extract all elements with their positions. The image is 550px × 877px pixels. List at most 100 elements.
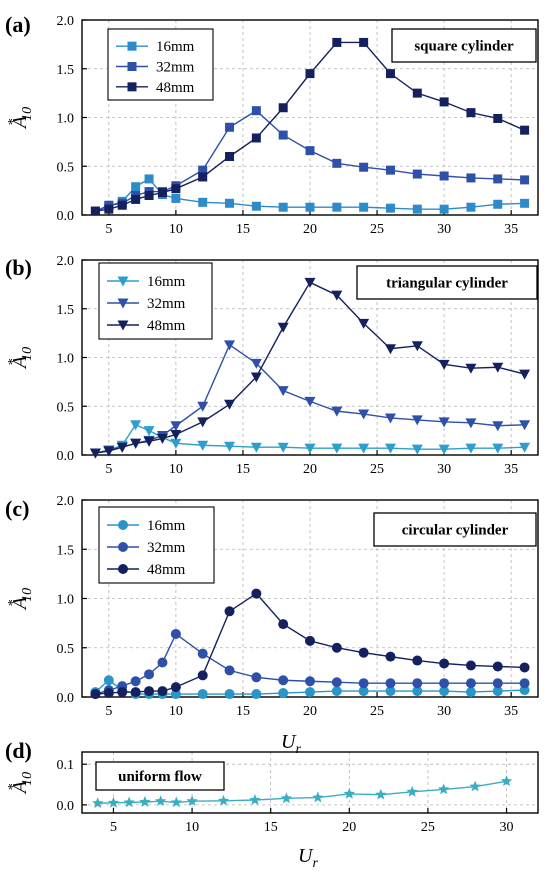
y-axis-title: A*10: [6, 347, 35, 370]
data-point: [343, 787, 356, 799]
data-point: [250, 358, 262, 369]
data-point: [198, 197, 208, 207]
data-point: [103, 446, 115, 457]
y-title-sub: 10: [20, 107, 35, 121]
y-title-sub: 10: [20, 347, 35, 361]
data-point: [519, 420, 531, 431]
data-point: [224, 606, 235, 617]
data-point: [358, 647, 369, 658]
legend: 16mm 32mm 48mm: [98, 506, 215, 584]
data-point: [411, 341, 423, 352]
y-tick-label: 1.5: [57, 303, 75, 318]
series-uniform: [92, 775, 513, 809]
data-point: [493, 174, 503, 184]
data-point: [251, 201, 261, 211]
data-point: [358, 318, 370, 329]
y-tick-label: 1.0: [57, 593, 75, 608]
data-point: [198, 172, 208, 182]
data-point: [170, 421, 182, 432]
data-point: [520, 125, 530, 135]
y-tick-label: 2.0: [57, 494, 75, 509]
data-point: [519, 442, 531, 453]
legend: 16mm 32mm 48mm: [107, 28, 214, 101]
legend-marker: [118, 520, 128, 530]
y-axis-title: A*10: [6, 588, 35, 611]
data-point: [103, 675, 114, 686]
panel-label: (b): [5, 255, 32, 280]
data-point: [412, 655, 423, 666]
chart-panel-4: 5 10 15 20 25 300.00.1A*10(d)uniform flow: [5, 738, 539, 835]
data-point: [171, 193, 181, 203]
data-point: [359, 202, 369, 212]
data-point: [251, 133, 261, 143]
legend-marker: [117, 320, 129, 331]
y-axis: 0.0 0.5 1.0 1.5 2.0: [57, 494, 87, 706]
legend-frame: [98, 262, 213, 340]
legend-label: 16mm: [147, 274, 186, 290]
data-point: [492, 686, 503, 697]
x-axis-title-c: Ur: [281, 731, 301, 757]
data-point: [198, 165, 208, 175]
annotation-frame: [373, 512, 537, 547]
x-tick-label: 10: [169, 462, 183, 477]
data-point: [170, 689, 181, 700]
data-point: [139, 796, 151, 807]
x-title-sub-d: r: [313, 856, 319, 871]
data-point: [375, 788, 387, 800]
annotation-frame: [95, 761, 225, 791]
y-tick-label: 1.0: [57, 352, 75, 367]
plot-frame: [81, 751, 539, 814]
x-tick-label: 35: [504, 222, 518, 237]
data-point: [439, 658, 450, 669]
data-point: [154, 795, 167, 807]
data-point: [332, 202, 342, 212]
data-point: [197, 440, 209, 451]
annotation-text: square cylinder: [414, 39, 514, 55]
data-point: [331, 677, 342, 688]
y-title-sup: *: [6, 784, 21, 791]
data-point: [224, 665, 235, 676]
y-title-main: A: [9, 115, 31, 130]
data-point: [225, 122, 235, 132]
data-point: [170, 430, 182, 441]
x-tick-label: 25: [370, 462, 384, 477]
data-point: [520, 198, 530, 208]
data-point: [493, 199, 503, 209]
data-point: [304, 396, 316, 407]
data-point: [331, 290, 343, 301]
data-point: [412, 88, 422, 98]
data-point: [278, 688, 289, 699]
x-tick-label: 15: [236, 704, 250, 719]
data-point: [156, 433, 168, 444]
data-point: [157, 188, 167, 198]
data-point: [90, 689, 101, 700]
data-point: [277, 386, 289, 397]
data-point: [466, 173, 476, 183]
legend-frame: [98, 506, 215, 584]
data-point: [278, 130, 288, 140]
y-title-sup: *: [6, 359, 21, 366]
data-point: [331, 443, 343, 454]
data-point: [224, 689, 235, 700]
y-tick-label: 0.5: [57, 400, 75, 415]
annotation-text: uniform flow: [118, 769, 202, 785]
data-point: [384, 413, 396, 424]
data-point: [224, 399, 236, 410]
annotation-frame: [391, 28, 537, 63]
x-tick-label: 10: [169, 222, 183, 237]
data-point: [144, 174, 154, 184]
y-axis: 0.0 0.1: [57, 758, 87, 814]
data-point: [304, 277, 316, 288]
data-point: [251, 106, 261, 116]
svg-text:Ur: Ur: [281, 731, 301, 757]
data-point: [439, 97, 449, 107]
data-point: [224, 340, 236, 351]
data-point: [197, 648, 208, 659]
y-axis-title: A*10: [6, 772, 35, 795]
data-point: [217, 794, 230, 806]
data-point: [131, 194, 141, 204]
data-point: [116, 442, 128, 453]
y-title-main: A: [9, 355, 31, 370]
data-point: [492, 678, 503, 689]
